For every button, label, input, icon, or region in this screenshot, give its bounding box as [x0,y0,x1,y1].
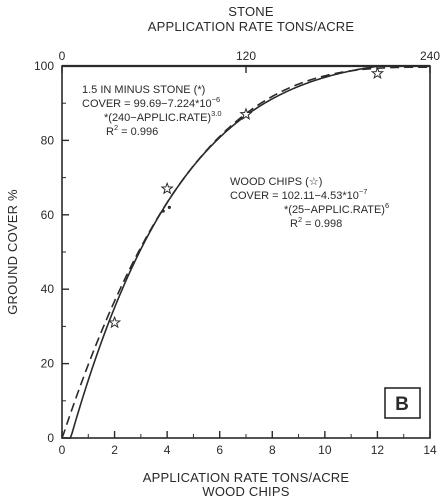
bottom-tick-label: 2 [111,443,118,457]
bottom-tick-label: 0 [59,443,66,457]
y-tick-label: 0 [47,431,54,445]
stone-annotation-r2: R2 = 0.996 [106,123,158,138]
bottom-axis-ticks: 0 2 4 6 8 10 12 14 [59,431,437,457]
y-tick-label: 20 [41,357,55,371]
stone-annotation-name: 1.5 IN MINUS STONE (*) [82,84,205,96]
stone-fit-curve [61,66,430,439]
y-tick-label: 40 [41,282,55,296]
y-tick-label: 60 [41,208,55,222]
wood-annotation-formula: COVER = 102.11−4.53*10−7 [230,187,367,202]
y-tick-label: 80 [41,133,55,147]
top-axis-title-line2: APPLICATION RATE TONS/ACRE [148,19,355,34]
wood-annotation-formula-cont: *(25−APPLIC.RATE)6 [284,201,389,216]
panel-label-box [384,387,421,419]
top-axis-ticks: 0 120 240 [59,49,440,73]
y-axis-ticks: 0 20 40 60 80 100 [34,59,69,445]
stone-annotation-formula: COVER = 99.69−7.224*10−6 [82,95,220,110]
wood-chips-data-point [160,181,174,195]
stone-data-point [167,205,171,209]
bottom-tick-label: 6 [216,443,223,457]
top-tick-label: 0 [59,49,66,63]
wood-chips-data-point [239,107,253,120]
bottom-tick-label: 8 [269,443,276,457]
bottom-tick-label: 4 [164,443,171,457]
top-axis-title-line1: STONE [228,4,274,19]
bottom-axis-title-line2: WOOD CHIPS [202,484,289,499]
stone-equation: 1.5 IN MINUS STONE (*) COVER = 99.69−7.2… [82,84,222,138]
stone-annotation-formula-cont: *(240−APPLIC.RATE)3.0 [104,109,222,124]
bottom-tick-label: 10 [318,443,332,457]
y-tick-label: 100 [34,59,54,73]
top-tick-label: 240 [420,49,440,63]
panel-label: B [395,394,409,415]
wood-chips-equation: WOOD CHIPS (☆) COVER = 102.11−4.53*10−7 … [230,176,389,230]
wood-annotation-r2: R2 = 0.998 [290,215,342,230]
bottom-tick-label: 14 [423,443,437,457]
bottom-tick-label: 12 [371,443,385,457]
data-points [107,66,385,329]
wood-chips-data-point [370,66,385,80]
wood-chips-data-point [107,315,122,329]
y-axis-title: GROUND COVER % [5,189,20,315]
wood-annotation-name: WOOD CHIPS (☆) [230,176,322,188]
bottom-axis-title-line1: APPLICATION RATE TONS/ACRE [143,470,350,485]
stone-data-point [161,209,165,213]
top-tick-label: 120 [236,49,256,63]
